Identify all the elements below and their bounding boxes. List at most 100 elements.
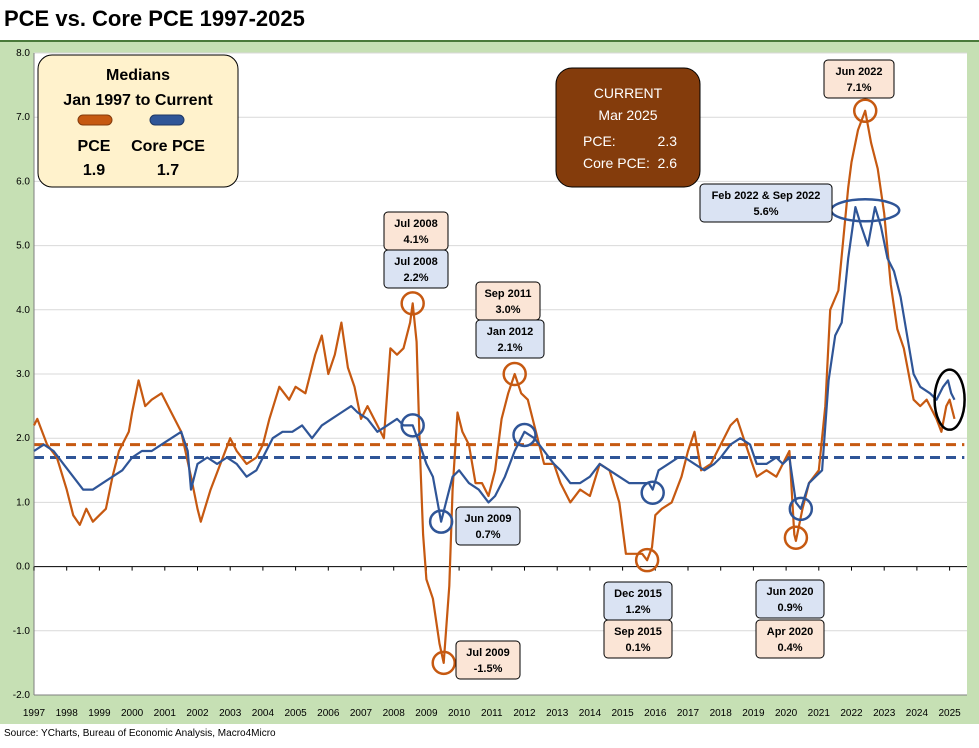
axes: 8.0 7.0 6.0 5.0 4.0 3.0 2.0 1.0 0.0 -1.0 -2.0 1997 1…: [13, 48, 967, 719]
x-tick-label: 2016: [644, 708, 667, 719]
y-tick-label: 7.0: [16, 112, 30, 123]
x-tick-label: 2011: [481, 708, 503, 719]
medians-title: Medians: [106, 67, 170, 84]
annotation-date: Feb 2022 & Sep 2022: [712, 190, 821, 202]
annotation-box: [755, 619, 825, 659]
annotation-date: Dec 2015: [614, 588, 662, 600]
x-tick-label: 2004: [252, 708, 275, 719]
annotation-date: Jul 2008: [394, 218, 437, 230]
x-tick-label: 2003: [219, 708, 242, 719]
y-tick-label: 0.0: [16, 562, 30, 573]
y-tick-label: -2.0: [13, 690, 31, 701]
x-tick-label: 1998: [56, 708, 79, 719]
x-tick-label: 2002: [186, 708, 209, 719]
pce-highlight-circle: [783, 525, 809, 550]
annotation-box: [475, 319, 545, 359]
annotation-date: Sep 2011: [484, 288, 531, 300]
pce-highlight-circle: [502, 361, 527, 387]
current-title: CURRENT: [594, 85, 663, 101]
annotation-box: [823, 59, 895, 99]
title-underline: [0, 40, 979, 42]
x-tick-label: 2018: [710, 708, 733, 719]
medians-core-value: 1.7: [157, 162, 179, 179]
annotation-value: 2.1%: [497, 342, 522, 354]
current-core-value: 2.6: [658, 155, 678, 171]
x-tick-label: 2021: [808, 708, 831, 719]
core-line: [33, 206, 956, 523]
annotation-date: Jul 2009: [466, 647, 509, 659]
medians-pce-label: PCE: [78, 138, 111, 155]
current-highlight-circle: [933, 368, 966, 431]
annotation-date: Apr 2020: [767, 626, 813, 638]
annotation-box: [755, 579, 825, 619]
annotation-value: 3.0%: [495, 304, 520, 316]
x-tick-label: 1999: [88, 708, 111, 719]
x-tick-label: 2023: [873, 708, 896, 719]
x-tick-label: 2006: [317, 708, 340, 719]
chart-title: PCE vs. Core PCE 1997-2025: [4, 6, 305, 31]
annotation-date: Jun 2020: [766, 586, 813, 598]
x-tick-label: 2009: [415, 708, 438, 719]
annotation-box: [383, 249, 449, 289]
x-tick-label: 2014: [579, 708, 602, 719]
annotation-box: [603, 619, 673, 659]
medians-pce-value: 1.9: [83, 162, 105, 179]
current-box-bg: [555, 67, 701, 188]
annotation-date: Jul 2008: [394, 256, 437, 268]
annotation-box: [455, 506, 521, 546]
pce-highlight-circle: [634, 547, 660, 573]
x-tick-label: 2022: [840, 708, 863, 719]
core-highlight-circle: [788, 496, 814, 522]
annotation-box: [699, 183, 833, 223]
x-tick-label: 1997: [23, 708, 46, 719]
core-highlight-circle: [428, 509, 454, 534]
annotation-value: 4.1%: [403, 234, 428, 246]
y-tick-label: 3.0: [16, 369, 30, 380]
y-tick-label: 5.0: [16, 241, 30, 252]
source-note: Source: YCharts, Bureau of Economic Anal…: [4, 728, 276, 739]
medians-box: Medians Jan 1997 to Current PCE Core PCE…: [37, 54, 239, 188]
annotation-value: 0.4%: [777, 642, 802, 654]
annotation-labels: Jul 2008 4.1% Jul 2008 2.2% Jun 2009 0.7% Jul …: [383, 59, 895, 680]
pce-highlight-circle: [852, 98, 878, 124]
current-date: Mar 2025: [598, 107, 657, 123]
series-lines: [33, 109, 956, 664]
annotation-value: 0.7%: [475, 529, 500, 541]
medians-core-swatch: [149, 114, 185, 126]
y-tick-label: 6.0: [16, 176, 30, 187]
y-tick-label: 1.0: [16, 497, 30, 508]
x-tick-label: 2000: [121, 708, 144, 719]
x-tick-label: 2001: [154, 708, 177, 719]
x-tick-label: 2010: [448, 708, 471, 719]
annotation-value: 5.6%: [753, 206, 778, 218]
x-tick-label: 2005: [284, 708, 307, 719]
annotation-value: 0.9%: [777, 602, 802, 614]
annotation-value: 7.1%: [846, 82, 871, 94]
x-tick-label: 2007: [350, 708, 373, 719]
current-pce-value: 2.3: [658, 133, 678, 149]
annotation-box: [455, 640, 521, 680]
x-tick-label: 2019: [742, 708, 765, 719]
current-box: CURRENT Mar 2025 PCE: 2.3 Core PCE: 2.6: [555, 67, 701, 188]
x-tick-label: 2020: [775, 708, 798, 719]
medians-core-label: Core PCE: [131, 138, 205, 155]
annotation-value: 2.2%: [403, 272, 428, 284]
annotation-value: -1.5%: [474, 663, 503, 675]
medians-subtitle: Jan 1997 to Current: [63, 92, 213, 109]
x-tick-label: 2024: [906, 708, 929, 719]
x-tick-label: 2015: [611, 708, 634, 719]
x-tick-label: 2012: [513, 708, 536, 719]
y-tick-label: -1.0: [13, 626, 31, 637]
x-tick-label: 2017: [677, 708, 700, 719]
annotation-value: 0.1%: [625, 642, 650, 654]
annotation-date: Jun 2009: [464, 513, 511, 525]
core-highlight-circle: [512, 422, 537, 448]
core-highlight-circle: [640, 480, 665, 506]
x-tick-label: 2008: [383, 708, 406, 719]
x-tick-label: 2013: [546, 708, 569, 719]
pce-highlight-circle: [400, 291, 425, 316]
medians-pce-swatch: [77, 114, 113, 126]
core-highlight-circle: [400, 413, 425, 438]
y-tick-label: 4.0: [16, 305, 30, 316]
